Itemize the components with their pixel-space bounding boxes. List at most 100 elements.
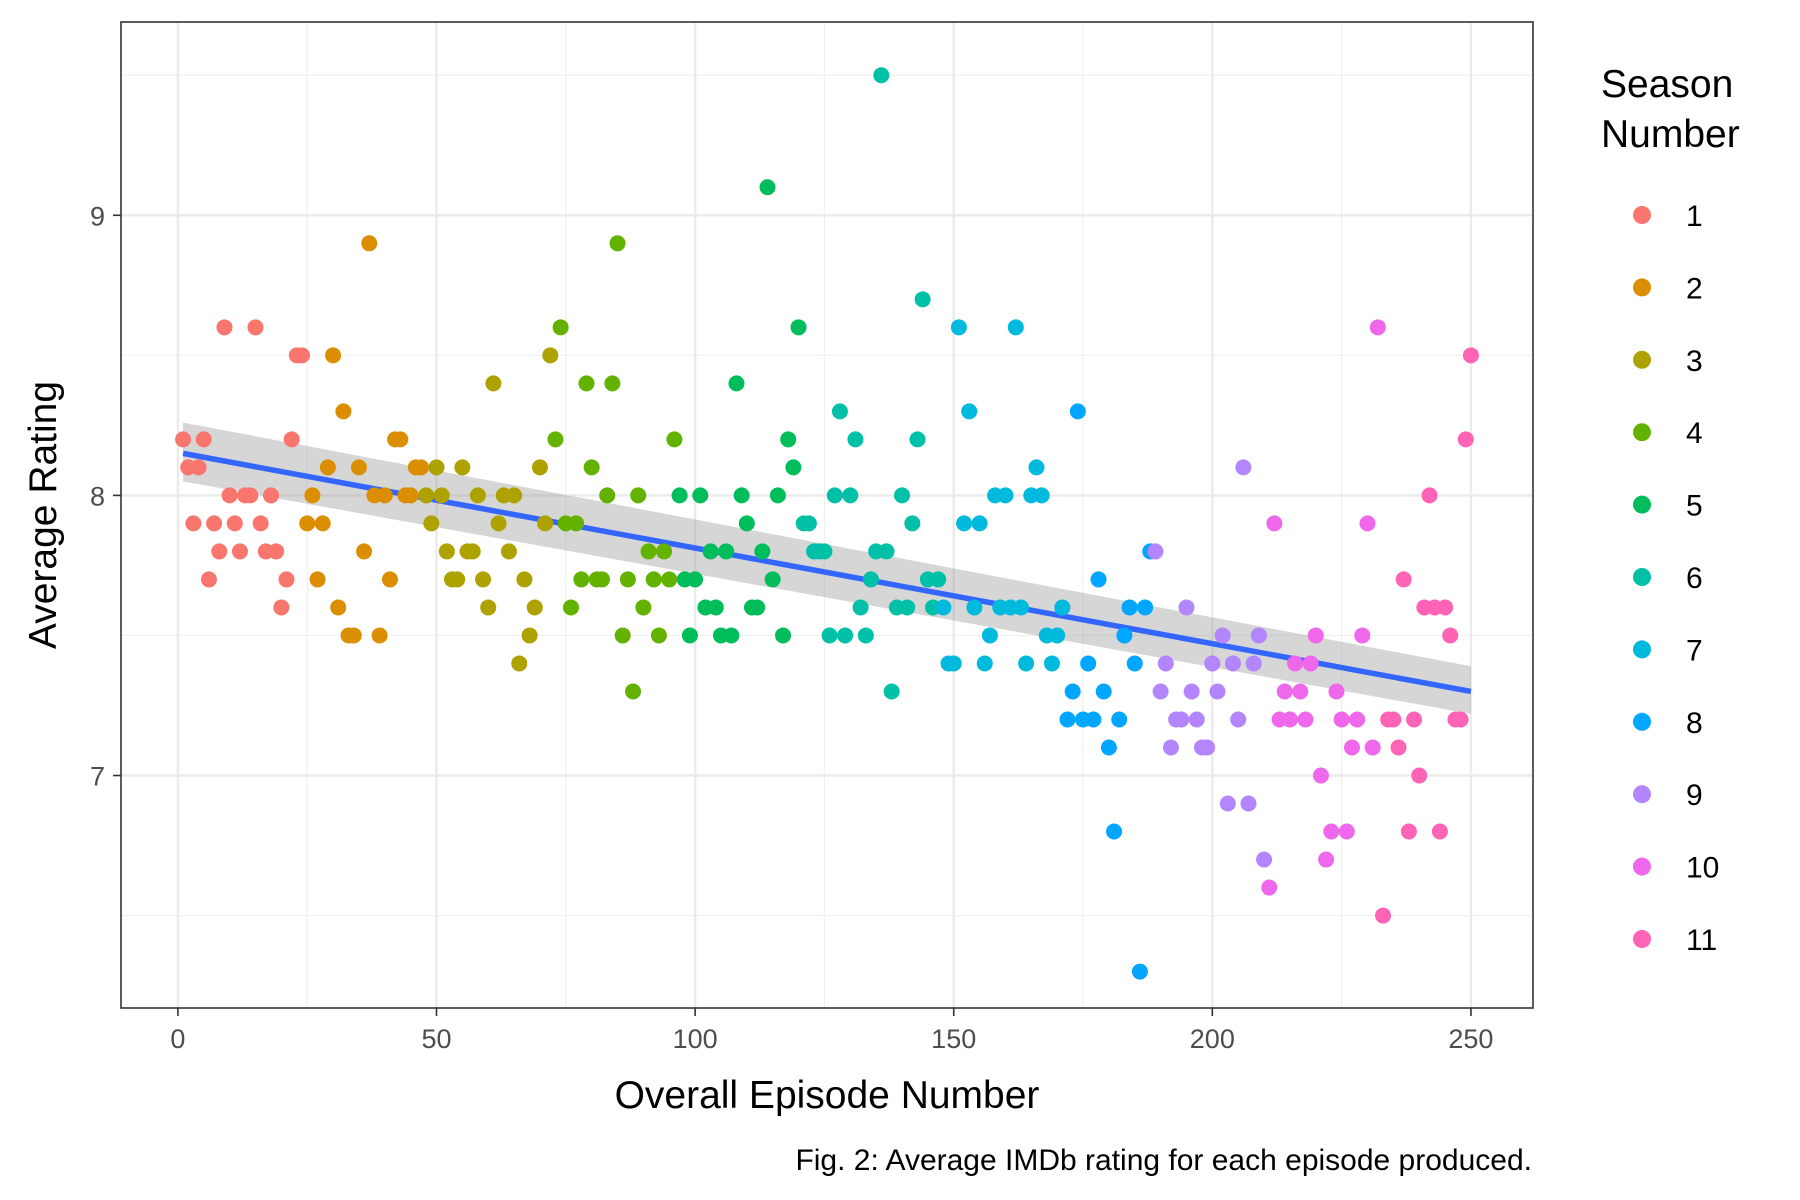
data-point-season-9 — [1230, 711, 1247, 728]
data-point-season-5 — [790, 319, 807, 336]
data-point-season-4 — [547, 431, 564, 448]
data-point-season-9 — [1256, 851, 1273, 868]
data-point-season-3 — [516, 571, 533, 588]
data-point-season-6 — [831, 403, 848, 420]
y-tick-label: 7 — [90, 762, 105, 792]
data-point-season-6 — [800, 515, 817, 532]
legend-title-line-2: Number — [1601, 113, 1740, 156]
data-point-season-10 — [1292, 683, 1309, 700]
data-point-season-5 — [723, 627, 740, 644]
data-point-season-1 — [242, 487, 259, 504]
data-point-season-6 — [904, 515, 921, 532]
data-point-season-8 — [1126, 655, 1143, 672]
legend-label-season-6: 6 — [1686, 562, 1703, 595]
legend-key-season-11 — [1633, 930, 1651, 948]
data-point-season-3 — [537, 515, 554, 532]
data-point-season-7 — [1033, 487, 1050, 504]
data-point-season-6 — [837, 627, 854, 644]
data-point-season-6 — [883, 683, 900, 700]
data-point-season-9 — [1219, 795, 1236, 812]
data-point-season-7 — [976, 655, 993, 672]
data-point-season-8 — [1090, 571, 1107, 588]
data-point-season-10 — [1349, 711, 1366, 728]
data-point-season-9 — [1214, 627, 1231, 644]
data-point-season-6 — [893, 487, 910, 504]
data-point-season-7 — [945, 655, 962, 672]
data-point-season-6 — [873, 67, 890, 84]
data-point-season-7 — [971, 515, 988, 532]
grid-lines — [121, 22, 1533, 1008]
data-point-season-9 — [1240, 795, 1257, 812]
data-point-season-5 — [692, 487, 709, 504]
data-point-season-1 — [211, 543, 228, 560]
legend-label-season-5: 5 — [1686, 490, 1703, 523]
data-points — [175, 67, 1479, 980]
data-point-season-11 — [1462, 347, 1479, 364]
data-point-season-2 — [412, 459, 429, 476]
data-point-season-2 — [299, 515, 316, 532]
data-point-season-8 — [1085, 711, 1102, 728]
data-point-season-5 — [764, 571, 781, 588]
legend-key-season-1 — [1633, 206, 1651, 224]
data-point-season-1 — [278, 571, 295, 588]
data-point-season-3 — [428, 459, 445, 476]
legend-label-season-1: 1 — [1686, 200, 1703, 233]
data-point-season-3 — [469, 487, 486, 504]
data-point-season-4 — [552, 319, 569, 336]
legend-label-season-9: 9 — [1686, 779, 1703, 812]
data-point-season-11 — [1375, 907, 1392, 924]
data-point-season-7 — [997, 487, 1014, 504]
data-point-season-9 — [1245, 655, 1262, 672]
data-point-season-11 — [1400, 823, 1417, 840]
data-point-season-2 — [402, 487, 419, 504]
data-point-season-4 — [614, 627, 631, 644]
data-point-season-4 — [650, 627, 667, 644]
data-point-season-5 — [733, 487, 750, 504]
data-point-season-7 — [1049, 627, 1066, 644]
data-point-season-4 — [630, 487, 647, 504]
data-point-season-11 — [1431, 823, 1448, 840]
data-point-season-2 — [314, 515, 331, 532]
data-point-season-1 — [262, 487, 279, 504]
data-point-season-2 — [356, 543, 373, 560]
data-point-season-11 — [1411, 767, 1428, 784]
data-point-season-7 — [1043, 655, 1060, 672]
data-point-season-4 — [573, 571, 590, 588]
data-point-season-8 — [1131, 963, 1148, 980]
data-point-season-4 — [656, 543, 673, 560]
data-point-season-10 — [1318, 851, 1335, 868]
legend-key-season-7 — [1633, 640, 1651, 659]
y-axis-title: Average Rating — [22, 381, 65, 649]
data-point-season-1 — [247, 319, 264, 336]
data-point-season-4 — [635, 599, 652, 616]
data-point-season-3 — [449, 571, 466, 588]
data-point-season-6 — [857, 627, 874, 644]
data-point-season-3 — [511, 655, 528, 672]
data-point-season-8 — [1106, 823, 1123, 840]
data-point-season-8 — [1064, 683, 1081, 700]
data-point-season-3 — [423, 515, 440, 532]
data-point-season-2 — [304, 487, 321, 504]
data-point-season-1 — [268, 543, 285, 560]
data-point-season-3 — [490, 515, 507, 532]
data-point-season-2 — [392, 431, 409, 448]
data-point-season-3 — [500, 543, 517, 560]
regression-line — [182, 450, 1472, 695]
data-point-season-1 — [252, 515, 269, 532]
data-point-season-11 — [1437, 599, 1454, 616]
data-point-season-5 — [718, 543, 735, 560]
data-point-season-5 — [785, 459, 802, 476]
legend-label-season-11: 11 — [1686, 924, 1717, 957]
legend-label-season-3: 3 — [1686, 345, 1703, 378]
data-point-season-8 — [1116, 627, 1133, 644]
data-point-season-5 — [702, 543, 719, 560]
data-point-season-2 — [376, 487, 393, 504]
legend: Season Number 1 2 3 4 5 6 7 8 9 10 11 — [1601, 63, 1740, 957]
data-point-season-6 — [826, 487, 843, 504]
data-point-season-10 — [1312, 767, 1329, 784]
legend-label-season-2: 2 — [1686, 272, 1703, 305]
data-point-season-4 — [604, 375, 621, 392]
data-point-season-5 — [738, 515, 755, 532]
data-point-season-1 — [221, 487, 238, 504]
